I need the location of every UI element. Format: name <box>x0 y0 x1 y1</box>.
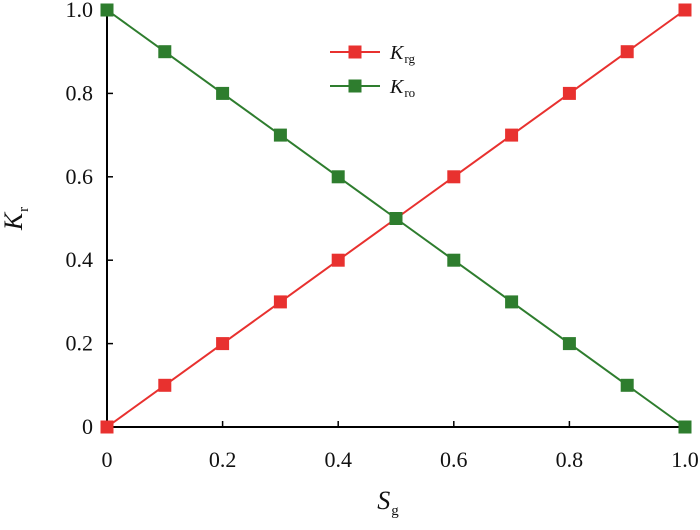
legend-label: Kro <box>389 76 415 100</box>
x-tick-label: 0 <box>102 447 113 472</box>
data-point-krg <box>447 170 461 184</box>
axis-labels: Sg Kr <box>0 207 399 519</box>
data-point-krg <box>562 86 576 100</box>
data-point-krg <box>158 378 172 392</box>
y-tick-label: 0.8 <box>66 80 94 105</box>
x-tick-label: 0.2 <box>209 447 237 472</box>
y-tick-label: 0.2 <box>66 331 94 356</box>
y-tick-label: 1.0 <box>66 0 94 22</box>
legend-marker <box>348 79 362 93</box>
y-tick-label: 0 <box>82 414 93 439</box>
data-point-kro <box>158 45 172 59</box>
data-point-krg <box>273 295 287 309</box>
y-tick-label: 0.4 <box>66 247 94 272</box>
data-point-kro <box>678 420 692 434</box>
y-axis-title: Kr <box>0 207 32 231</box>
x-tick-label: 1.0 <box>671 447 699 472</box>
data-point-kro <box>620 378 634 392</box>
legend: Krg Kro <box>330 42 415 100</box>
series-kro <box>100 3 692 434</box>
data-point-kro <box>273 128 287 142</box>
data-point-kro <box>331 170 345 184</box>
data-point-krg <box>620 45 634 59</box>
data-point-kro <box>505 295 519 309</box>
data-point-krg <box>505 128 519 142</box>
legend-marker <box>348 45 362 59</box>
series-layer <box>100 3 692 434</box>
legend-label: Krg <box>389 42 415 66</box>
x-tick-label: 0.4 <box>324 447 352 472</box>
x-tick-label: 0.8 <box>556 447 584 472</box>
x-tick-label: 0.6 <box>440 447 468 472</box>
data-point-kro <box>216 86 230 100</box>
data-point-kro <box>100 3 114 17</box>
data-point-kro <box>447 253 461 267</box>
data-point-kro <box>562 337 576 351</box>
data-point-krg <box>678 3 692 17</box>
axes: 0 0.2 0.4 0.6 0.8 1.0 0 0.2 0.4 0.6 0.8 1.0 <box>66 0 699 472</box>
data-point-krg <box>216 337 230 351</box>
data-point-krg <box>331 253 345 267</box>
legend-item-krg: Krg <box>330 42 415 66</box>
data-point-kro <box>389 212 403 225</box>
y-tick-label: 0.6 <box>66 164 94 189</box>
x-axis-title: Sg <box>377 486 399 519</box>
data-point-krg <box>100 420 114 434</box>
legend-item-kro: Kro <box>330 76 415 100</box>
